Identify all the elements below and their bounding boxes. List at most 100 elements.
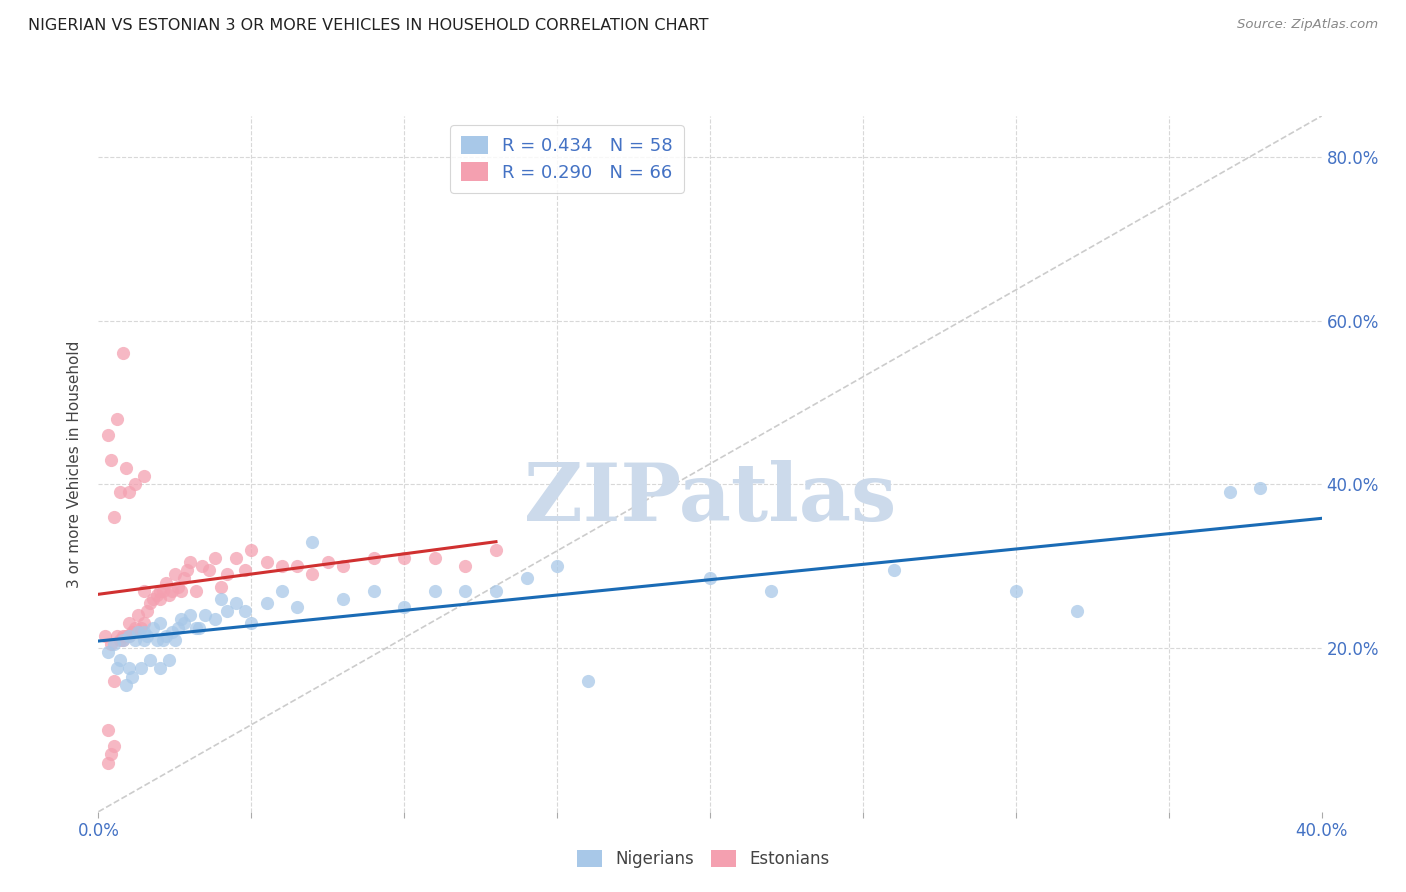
- Point: [883, 563, 905, 577]
- Point: [1066, 604, 1088, 618]
- Point: [1219, 485, 1241, 500]
- Point: [155, 575, 177, 590]
- Point: [149, 661, 172, 675]
- Point: [197, 563, 219, 577]
- Point: [97, 723, 120, 737]
- Point: [179, 555, 201, 569]
- Point: [225, 596, 247, 610]
- Point: [142, 621, 165, 635]
- Point: [136, 604, 159, 618]
- Point: [225, 551, 247, 566]
- Point: [186, 583, 208, 598]
- Point: [423, 551, 446, 566]
- Point: [392, 600, 416, 615]
- Point: [301, 567, 323, 582]
- Point: [127, 624, 149, 639]
- Point: [111, 346, 134, 360]
- Point: [97, 645, 120, 659]
- Point: [134, 632, 156, 647]
- Point: [163, 632, 186, 647]
- Point: [240, 542, 263, 557]
- Point: [118, 629, 141, 643]
- Text: ZIPatlas: ZIPatlas: [524, 459, 896, 538]
- Point: [124, 477, 146, 491]
- Point: [134, 624, 156, 639]
- Point: [136, 629, 159, 643]
- Point: [233, 604, 256, 618]
- Point: [97, 428, 120, 442]
- Point: [105, 661, 128, 675]
- Point: [145, 588, 167, 602]
- Point: [149, 591, 172, 606]
- Point: [115, 461, 138, 475]
- Point: [118, 661, 141, 675]
- Point: [115, 678, 138, 692]
- Point: [170, 612, 193, 626]
- Point: [124, 632, 146, 647]
- Point: [215, 604, 238, 618]
- Point: [118, 616, 141, 631]
- Point: [215, 567, 238, 582]
- Point: [186, 621, 208, 635]
- Point: [546, 559, 568, 574]
- Point: [485, 542, 508, 557]
- Point: [176, 563, 198, 577]
- Point: [134, 583, 156, 598]
- Point: [332, 591, 354, 606]
- Point: [516, 571, 538, 585]
- Point: [160, 624, 183, 639]
- Point: [100, 637, 122, 651]
- Point: [170, 583, 193, 598]
- Point: [145, 632, 167, 647]
- Point: [152, 632, 174, 647]
- Point: [121, 670, 143, 684]
- Legend: R = 0.434   N = 58, R = 0.290   N = 66: R = 0.434 N = 58, R = 0.290 N = 66: [450, 125, 683, 193]
- Point: [103, 673, 125, 688]
- Point: [127, 608, 149, 623]
- Point: [100, 747, 122, 762]
- Point: [105, 629, 128, 643]
- Point: [1004, 583, 1026, 598]
- Point: [256, 596, 278, 610]
- Point: [115, 629, 138, 643]
- Point: [134, 469, 156, 483]
- Point: [188, 621, 211, 635]
- Point: [454, 583, 477, 598]
- Point: [316, 555, 339, 569]
- Point: [179, 608, 201, 623]
- Point: [108, 632, 131, 647]
- Point: [233, 563, 256, 577]
- Point: [240, 616, 263, 631]
- Point: [270, 583, 292, 598]
- Point: [103, 637, 125, 651]
- Point: [111, 632, 134, 647]
- Point: [97, 756, 120, 770]
- Point: [173, 616, 195, 631]
- Point: [256, 555, 278, 569]
- Point: [173, 571, 195, 585]
- Point: [759, 583, 782, 598]
- Point: [167, 621, 190, 635]
- Point: [129, 621, 152, 635]
- Point: [108, 485, 131, 500]
- Point: [209, 580, 232, 594]
- Point: [139, 653, 162, 667]
- Point: [285, 559, 308, 574]
- Point: [100, 452, 122, 467]
- Point: [157, 653, 180, 667]
- Point: [103, 739, 125, 754]
- Point: [191, 559, 214, 574]
- Point: [160, 583, 183, 598]
- Point: [118, 485, 141, 500]
- Point: [134, 616, 156, 631]
- Point: [129, 661, 152, 675]
- Legend: Nigerians, Estonians: Nigerians, Estonians: [571, 843, 835, 875]
- Point: [270, 559, 292, 574]
- Point: [204, 612, 226, 626]
- Point: [423, 583, 446, 598]
- Point: [485, 583, 508, 598]
- Point: [363, 551, 385, 566]
- Point: [157, 588, 180, 602]
- Text: Source: ZipAtlas.com: Source: ZipAtlas.com: [1237, 18, 1378, 31]
- Point: [139, 596, 162, 610]
